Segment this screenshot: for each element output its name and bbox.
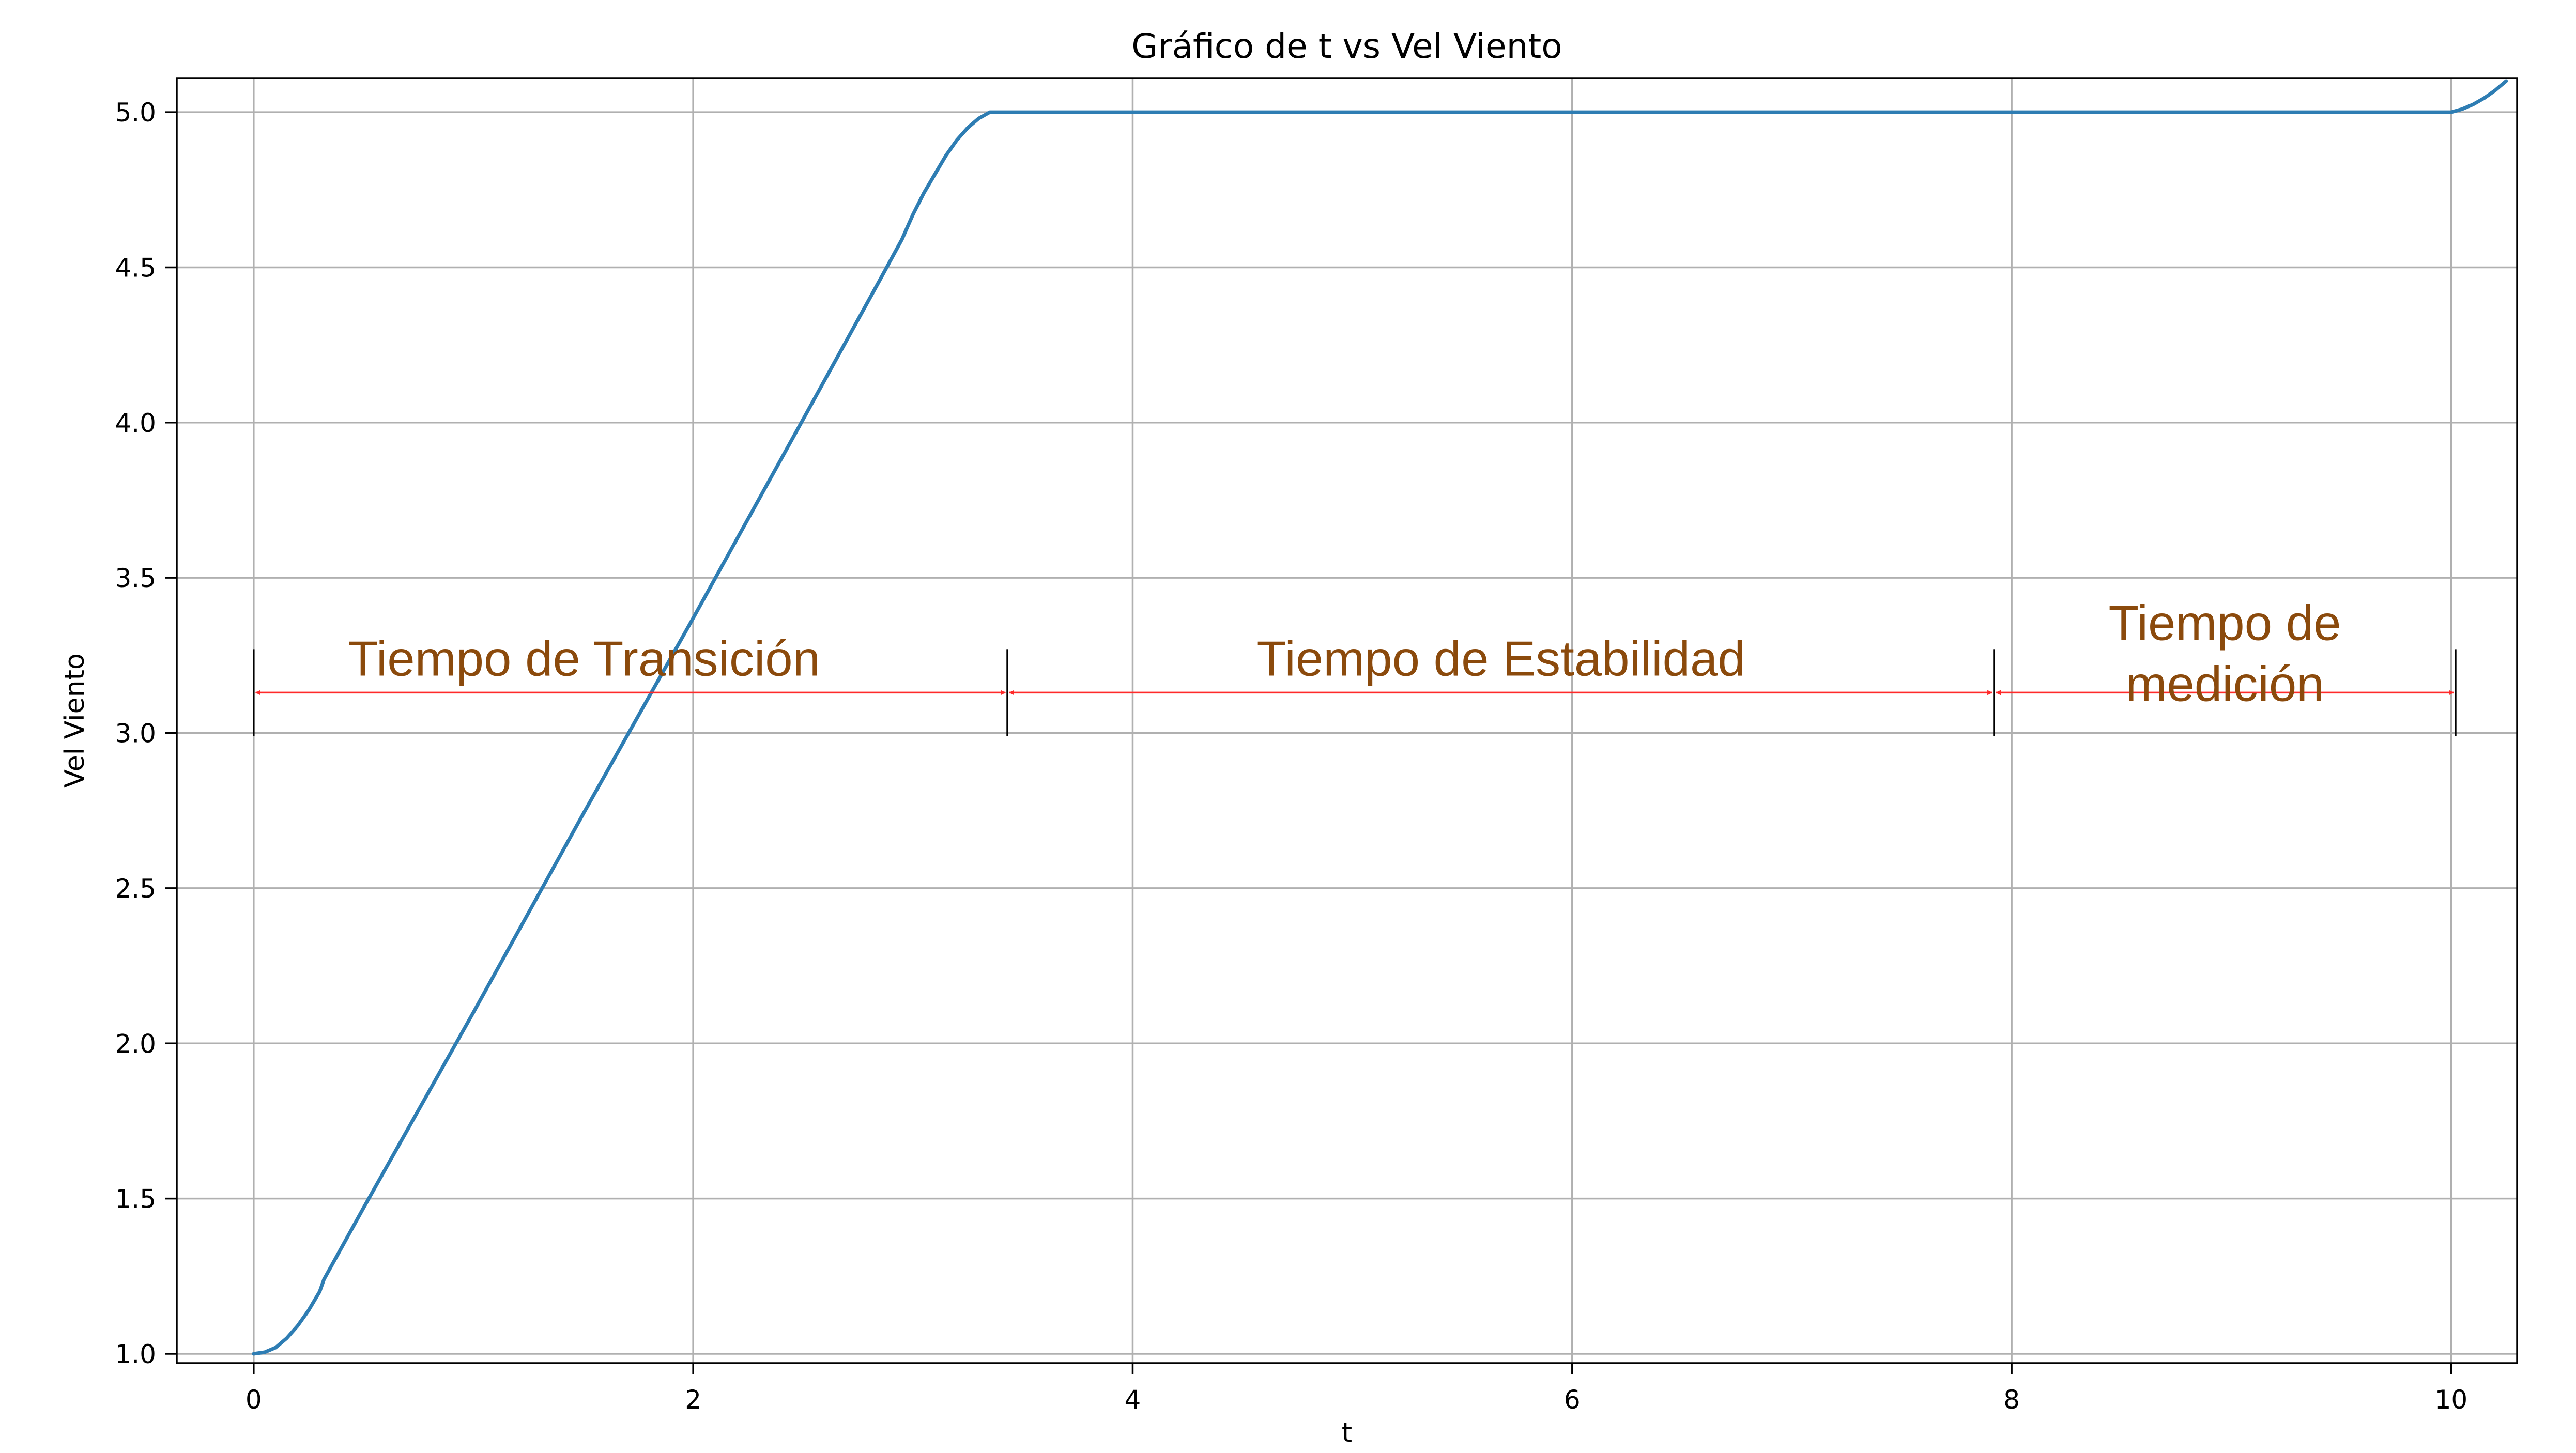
y-tick-label: 2.5 <box>115 874 156 904</box>
x-tick-label: 0 <box>246 1385 262 1415</box>
x-tick-label: 4 <box>1125 1385 1141 1415</box>
axis-ticks: 0 2 4 6 8 10 1.0 1.5 2.0 2.5 3.0 3.5 4.0 4.5 5.0 <box>115 98 2467 1415</box>
y-tick-label: 5.0 <box>115 98 156 128</box>
x-tick-label: 8 <box>2003 1385 2020 1415</box>
y-tick-label: 4.0 <box>115 408 156 438</box>
annotation-label-line: medición <box>2125 656 2324 712</box>
y-tick-label: 2.0 <box>115 1029 156 1059</box>
x-tick-label: 10 <box>2435 1385 2468 1415</box>
series-layer <box>252 79 2508 1356</box>
y-tick-label: 3.0 <box>115 719 156 749</box>
chart-title: Gráfico de t vs Vel Viento <box>1131 26 1562 66</box>
annotation-label-line: Tiempo de <box>2109 595 2341 651</box>
x-tick-label: 6 <box>1564 1385 1581 1415</box>
annotation-label: Tiempo de Estabilidad <box>1256 631 1745 686</box>
y-tick-label: 1.0 <box>115 1339 156 1369</box>
x-axis-label: t <box>1342 1417 1352 1448</box>
grid-lines <box>177 78 2517 1363</box>
y-tick-label: 1.5 <box>115 1184 156 1214</box>
annotation-label: Tiempo de medición <box>2109 595 2341 712</box>
series-line-vel-viento <box>252 79 2508 1356</box>
annotation-label: Tiempo de Transición <box>348 631 820 686</box>
x-tick-label: 2 <box>685 1385 701 1415</box>
y-axis-label: Vel Viento <box>59 653 90 788</box>
plot-frame <box>176 77 2518 1364</box>
annotations: Tiempo de Transición Tiempo de Estabilida… <box>253 595 2457 736</box>
y-tick-label: 4.5 <box>115 253 156 283</box>
y-tick-label: 3.5 <box>115 563 156 593</box>
